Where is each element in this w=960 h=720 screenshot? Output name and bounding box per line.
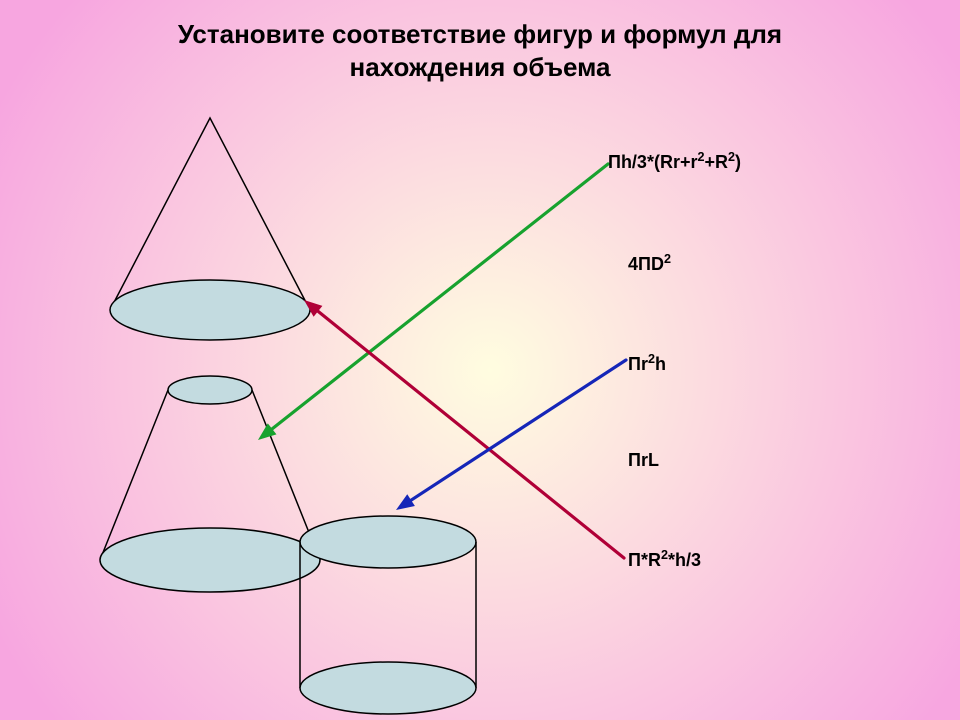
arrow-red-line <box>318 311 624 558</box>
diagram-stage: Установите соответствие фигур и формул д… <box>0 0 960 720</box>
formula-f5: П*R2*h/3 <box>628 548 701 571</box>
arrows-layer <box>0 0 960 720</box>
arrow-blue-line <box>411 360 626 500</box>
formula-f2: 4ПD2 <box>628 252 671 275</box>
formula-f3: Пr2h <box>628 352 666 375</box>
arrow-green-line <box>272 164 608 429</box>
formula-f4: ПrL <box>628 450 659 471</box>
formula-f1: Пh/3*(Rr+r2+R2) <box>608 150 741 173</box>
arrow-blue-head <box>396 494 415 510</box>
